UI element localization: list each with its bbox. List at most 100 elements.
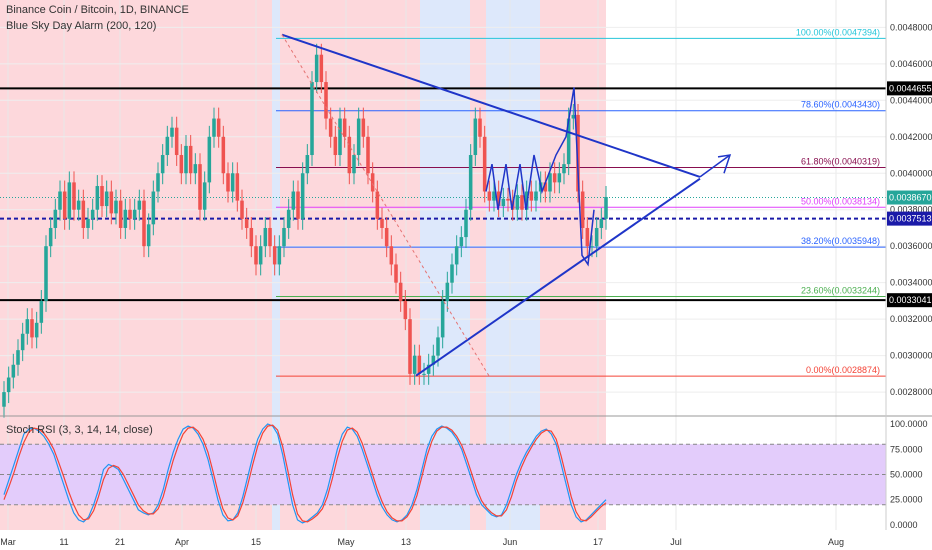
price-axis-badge (887, 293, 932, 308)
price-axis-tick-label: 0.0046000 (890, 59, 932, 69)
candle-body (39, 300, 44, 323)
arrow-head (717, 154, 732, 174)
fib-level-label: 23.60%(0.0033244) (801, 285, 880, 295)
candle-body (151, 191, 156, 225)
candle-body (230, 173, 235, 192)
candle-body (254, 246, 258, 265)
bg-band-blue (272, 0, 280, 530)
candle-body (216, 118, 221, 137)
candle-body (109, 191, 114, 214)
candle-body (76, 200, 81, 210)
candle-body (492, 191, 496, 201)
candle-body (328, 118, 333, 137)
candle-body (268, 227, 272, 247)
candle-body (179, 155, 184, 174)
candle-body (193, 164, 198, 174)
candle-body (333, 136, 338, 156)
price-axis-badge-label: 0.0044655 (889, 83, 932, 93)
trendline-upper (281, 33, 701, 178)
candle-body (132, 209, 137, 219)
candle-body (90, 209, 95, 219)
price-axis-tick-label: 0.0048000 (890, 22, 932, 32)
candle-body (310, 82, 314, 156)
stoch-axis-tick-label: 0.0000 (890, 520, 918, 530)
candle-body (356, 118, 361, 156)
candle-body (361, 118, 366, 137)
candle-body (478, 118, 482, 137)
candle-body (296, 191, 300, 219)
candle-body (375, 191, 380, 219)
candle-body (81, 200, 86, 228)
candle-body (319, 54, 324, 83)
projection-arrow (699, 154, 731, 178)
price-axis-badge-label: 0.0033041 (889, 295, 932, 305)
candle-body (72, 182, 76, 210)
time-axis-tick-label: Aug (828, 537, 844, 547)
candle-body (2, 392, 6, 407)
candle-body (548, 173, 552, 192)
price-axis-tick-label: 0.0042000 (890, 132, 932, 142)
candle-body (165, 136, 170, 156)
x-axis-strip (0, 530, 932, 550)
price-axis-tick-label: 0.0028000 (890, 387, 932, 397)
candle-body (146, 224, 151, 247)
candle-body (534, 191, 538, 201)
candle-body (100, 186, 104, 207)
candle-body (562, 164, 566, 174)
candle-body (16, 350, 20, 365)
candle-body (142, 200, 146, 247)
candle-body (272, 246, 277, 265)
candle-body (305, 155, 310, 174)
time-axis-tick-label: 15 (251, 537, 261, 547)
candle-body (543, 182, 548, 192)
candle-body (20, 333, 25, 351)
candle-body (366, 136, 370, 174)
candle-body (445, 282, 450, 301)
candle-body (389, 246, 394, 265)
candle-body (240, 200, 244, 219)
candle-body (104, 191, 109, 207)
wave-annotation (485, 87, 595, 267)
stoch-axis-tick-label: 100.0000 (890, 419, 928, 429)
candle-body (25, 319, 30, 334)
candle-body (184, 145, 188, 174)
candle-body (482, 136, 487, 192)
candle-body (422, 373, 426, 375)
candle-body (30, 319, 34, 338)
candle-body (464, 209, 468, 238)
candle-body (58, 191, 62, 210)
fib-level-label: 50.00%(0.0038134) (801, 196, 880, 206)
candle-body (263, 227, 268, 247)
fib-level-label: 61.80%(0.0040319) (801, 156, 880, 166)
fib-level-label: 78.60%(0.0043430) (801, 100, 880, 110)
time-axis-tick-label: May (337, 537, 355, 547)
candle-body (496, 191, 501, 207)
time-axis-tick-label: 11 (59, 537, 68, 547)
trendline-lower (415, 177, 701, 377)
fib-level-label: 0.00%(0.0028874) (806, 365, 880, 375)
candle-body (571, 114, 576, 119)
candle-body (487, 191, 492, 201)
fib-level-label: 100.00%(0.0047394) (796, 27, 880, 37)
candle-body (338, 118, 342, 156)
price-axis-tick-label: 0.0040000 (890, 168, 932, 178)
candle-body (529, 191, 534, 201)
candle-body (436, 337, 440, 356)
time-axis-tick-label: Jun (503, 537, 518, 547)
candle-body (417, 355, 422, 374)
candle-body (520, 195, 524, 210)
time-axis-tick-label: Mar (0, 537, 16, 547)
candle-body (6, 377, 11, 393)
indicator-label: Blue Sky Day Alarm (200, 120) (6, 20, 157, 32)
candle-body (566, 118, 571, 165)
stoch-axis-tick-label: 25.0000 (890, 495, 923, 505)
candle-body (384, 227, 389, 247)
candle-body (156, 173, 160, 192)
candle-body (604, 196, 608, 219)
candle-body (244, 218, 249, 228)
candle-body (188, 145, 193, 174)
time-axis-tick-label: 21 (115, 537, 125, 547)
candle-body (123, 209, 128, 228)
candle-body (440, 300, 445, 338)
